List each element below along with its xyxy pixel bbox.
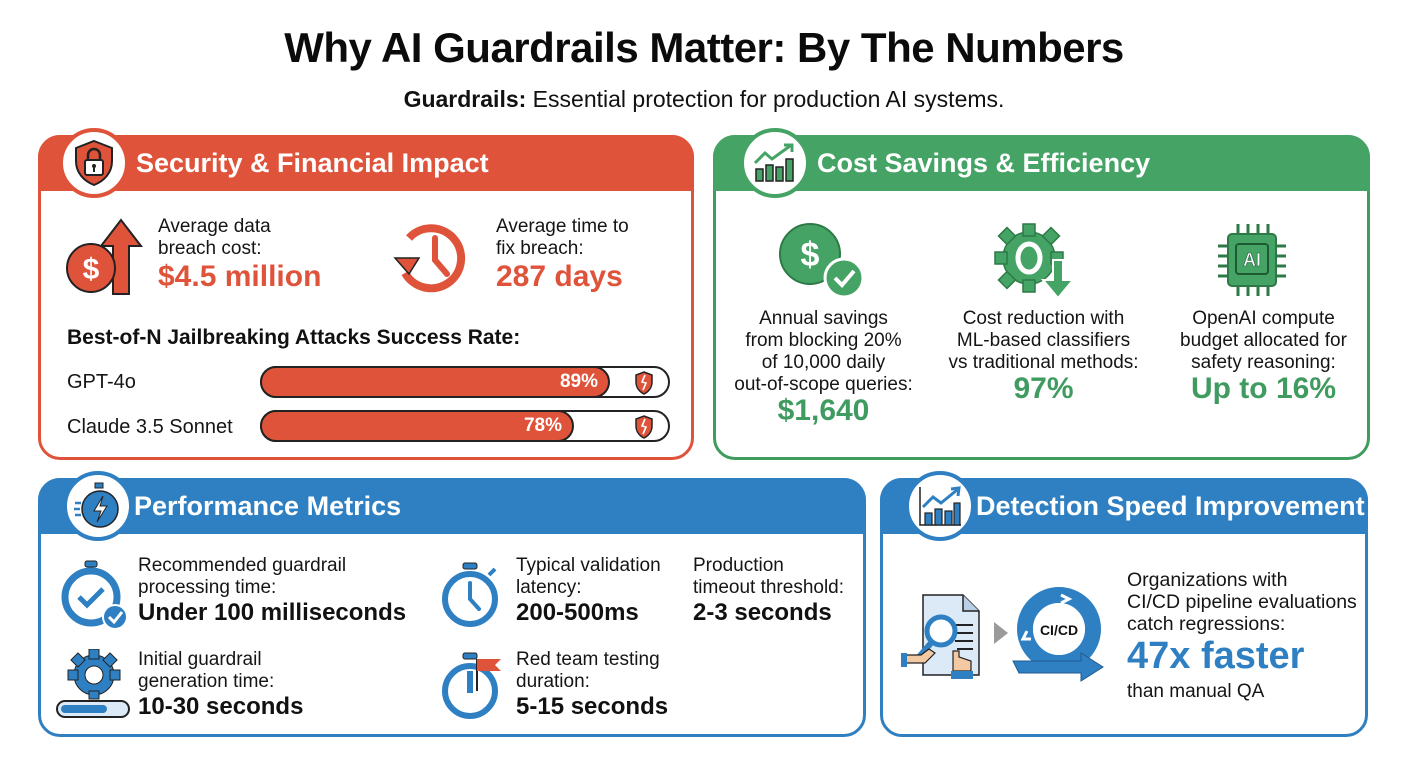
- breach-cost-value: $4.5 million: [158, 260, 322, 293]
- compute-budget-value: Up to 16%: [1190, 372, 1337, 405]
- validation-latency-label: Typical validation latency:: [516, 555, 661, 598]
- svg-text:AI: AI: [1243, 250, 1261, 270]
- bar-fill-gpt4o: 89%: [260, 366, 610, 398]
- red-team-value: 5-15 seconds: [516, 693, 669, 720]
- gear-down-arrow-icon: [991, 220, 1081, 305]
- timeout-threshold-value: 2-3 seconds: [693, 599, 832, 626]
- broken-shield-icon: [634, 415, 654, 444]
- security-panel: Security & Financial Impact $ Average da…: [38, 128, 694, 460]
- page-subtitle: Guardrails: Essential protection for pro…: [0, 86, 1408, 113]
- subtitle-bold: Guardrails:: [403, 86, 527, 112]
- bar-claude: 78%: [260, 410, 670, 442]
- chart-growth-icon: [905, 471, 975, 541]
- generation-time-label: Initial guardrail generation time:: [138, 649, 275, 692]
- shield-lock-icon: [59, 128, 129, 198]
- svg-text:CI/CD: CI/CD: [1040, 622, 1078, 638]
- clock-history-icon: [391, 218, 471, 303]
- broken-shield-icon: [634, 371, 654, 400]
- compute-budget-label: OpenAI compute budget allocated for safety…: [1180, 308, 1347, 373]
- bar-gpt4o: 89%: [260, 366, 670, 398]
- stopwatch-check-icon: [59, 559, 131, 636]
- dollar-arrow-up-icon: $: [63, 216, 145, 303]
- page-title: Why AI Guardrails Matter: By The Numbers: [284, 24, 1124, 71]
- cost-reduction-label: Cost reduction with ML-based classifiers v…: [948, 308, 1139, 373]
- fix-time-label: Average time to fix breach:: [496, 216, 629, 259]
- bar-value-claude: 78%: [523, 415, 562, 436]
- arrow-right-icon: [993, 621, 1009, 650]
- dollar-check-icon: $: [778, 222, 874, 303]
- gear-progress-icon: [55, 648, 133, 726]
- detection-panel-title: Detection Speed Improvement: [976, 490, 1365, 521]
- svg-text:$: $: [83, 253, 100, 286]
- performance-panel: Performance Metrics Recommended guardrai…: [38, 471, 866, 737]
- performance-panel-header: Performance Metrics: [38, 478, 866, 534]
- performance-panel-title: Performance Metrics: [134, 490, 402, 521]
- fix-time-value: 287 days: [496, 260, 623, 293]
- detection-label: Organizations with CI/CD pipeline evaluat…: [1127, 569, 1357, 635]
- detection-value: 47x faster: [1127, 635, 1305, 677]
- cost-reduction-value: 97%: [1013, 372, 1074, 405]
- stopwatch-lightning-icon: [63, 471, 133, 541]
- detection-panel: Detection Speed Improvement CI/CD Organi…: [880, 471, 1368, 737]
- cost-panel: Cost Savings & Efficiency $ Annual savin…: [713, 128, 1370, 460]
- generation-time-value: 10-30 seconds: [138, 693, 304, 720]
- stopwatch-icon: [441, 561, 503, 634]
- jailbreak-title: Best-of-N Jailbreaking Attacks Success R…: [67, 326, 521, 349]
- validation-latency-value: 200-500ms: [516, 599, 639, 626]
- bar-fill-claude: 78%: [260, 410, 574, 442]
- savings-label: Annual savings from blocking 20% of 10,000…: [734, 308, 913, 395]
- security-panel-title: Security & Financial Impact: [136, 147, 489, 178]
- detection-suffix: than manual QA: [1127, 681, 1265, 702]
- timeout-threshold-label: Production timeout threshold:: [693, 555, 845, 598]
- bar-label-claude: Claude 3.5 Sonnet: [67, 416, 233, 438]
- processing-time-value: Under 100 milliseconds: [138, 599, 407, 626]
- savings-value: $1,640: [777, 394, 870, 427]
- processing-time-label: Recommended guardrail processing time:: [138, 555, 347, 598]
- security-panel-header: Security & Financial Impact: [38, 135, 694, 191]
- ai-chip-icon: AI: [1216, 220, 1288, 305]
- stopwatch-flag-icon: [441, 651, 511, 726]
- chart-growth-icon: [740, 128, 810, 198]
- svg-text:$: $: [801, 236, 820, 274]
- bar-label-gpt4o: GPT-4o: [67, 371, 136, 393]
- bar-value-gpt4o: 89%: [559, 371, 598, 392]
- cost-panel-header: Cost Savings & Efficiency: [713, 135, 1370, 191]
- document-search-icon: [901, 591, 987, 688]
- cost-panel-title: Cost Savings & Efficiency: [817, 147, 1151, 178]
- breach-cost-label: Average data breach cost:: [158, 216, 271, 259]
- subtitle-text: Essential protection for production AI s…: [526, 86, 1005, 112]
- cicd-cycle-icon: CI/CD: [1011, 581, 1117, 690]
- red-team-label: Red team testing duration:: [516, 649, 660, 692]
